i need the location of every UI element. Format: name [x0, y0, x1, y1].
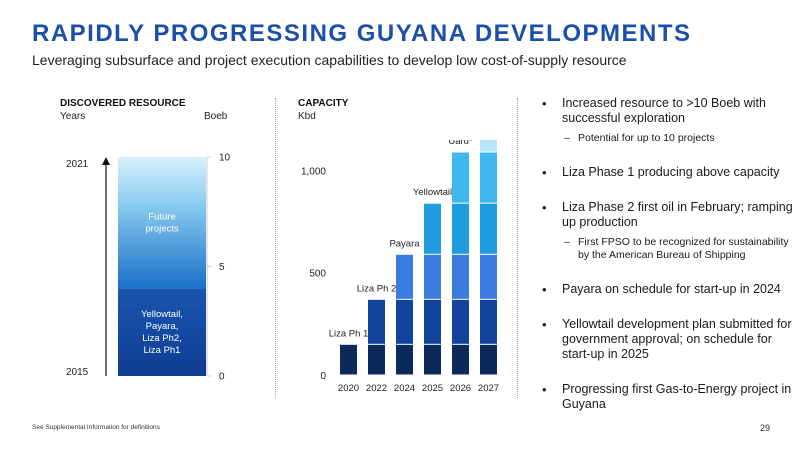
resource-year-label-bottom: 2015: [66, 367, 89, 378]
capacity-y-tick-label: 500: [309, 269, 326, 280]
bullet-item: Payara on schedule for start-up in 2024: [540, 282, 795, 297]
capacity-bar-segment: [424, 254, 441, 299]
bullet-text: Liza Phase 1 producing above capacity: [562, 165, 780, 179]
footer-note: See Supplemental Information for definit…: [32, 424, 160, 431]
resource-y-tick-label: 10: [219, 153, 231, 164]
capacity-bar-segment: [396, 254, 413, 299]
capacity-bar-segment: [424, 344, 441, 375]
capacity-bar-segment: [480, 299, 497, 344]
resource-chart-title: DISCOVERED RESOURCE: [60, 98, 186, 109]
capacity-bar-segment: [452, 299, 469, 344]
capacity-bar-segment: [452, 254, 469, 299]
page-number: 29: [760, 423, 771, 433]
divider-right: [517, 98, 518, 398]
page-title: RAPIDLY PROGRESSING GUYANA DEVELOPMENTS: [32, 20, 692, 47]
capacity-bar-segment: [480, 203, 497, 254]
capacity-y-tick-label: 0: [320, 371, 326, 382]
bullet-item: Liza Phase 1 producing above capacity: [540, 165, 795, 180]
capacity-x-tick-label: 2025: [422, 383, 443, 394]
bullet-text: Increased resource to >10 Boeb with succ…: [562, 96, 766, 125]
capacity-bar-segment: [480, 152, 497, 203]
capacity-project-label: Yellowtail: [413, 187, 452, 198]
bullet-subitem: First FPSO to be recognized for sustaina…: [540, 236, 795, 262]
capacity-bar-segment: [452, 152, 469, 203]
capacity-bar-segment: [480, 254, 497, 299]
capacity-bar-segment: [340, 344, 357, 375]
bullet-subitem: Potential for up to 10 projects: [540, 132, 795, 145]
bullet-item: Progressing first Gas-to-Energy project …: [540, 382, 795, 412]
timeline-arrowhead: [102, 157, 110, 165]
capacity-x-tick-label: 2026: [450, 383, 471, 394]
capacity-bar-segment: [424, 299, 441, 344]
resource-segment-label: Future projects: [145, 212, 179, 235]
capacity-project-label: Payara: [389, 238, 420, 249]
capacity-bar-segment: [480, 140, 497, 152]
bullet-text: Payara on schedule for start-up in 2024: [562, 282, 781, 296]
resource-bar-segment: [118, 288, 206, 376]
resource-segment-label: Yellowtail, Payara, Liza Ph2, Liza Ph1: [141, 309, 183, 356]
capacity-project-label: Uaru*: [448, 140, 473, 147]
capacity-bar-segment: [452, 203, 469, 254]
capacity-chart: 0 500 1,000 2020 Liza Ph 1 2022 Liza Ph 2 2024 P…: [301, 140, 499, 394]
bullet-text: Liza Phase 2 first oil in February; ramp…: [562, 200, 793, 229]
resource-y-tick-label: 5: [219, 262, 225, 273]
capacity-bar-segment: [452, 344, 469, 375]
capacity-bar-segment: [368, 299, 385, 344]
capacity-bar-segment: [368, 344, 385, 375]
bullet-item: Increased resource to >10 Boeb with succ…: [540, 96, 795, 126]
bullet-text: Yellowtail development plan submitted fo…: [562, 317, 792, 361]
capacity-x-tick-label: 2022: [366, 383, 387, 394]
capacity-x-tick-label: 2020: [338, 383, 359, 394]
capacity-x-tick-label: 2027: [478, 383, 499, 394]
resource-y-tick-label: 0: [219, 372, 225, 383]
capacity-y-tick-label: 1,000: [301, 166, 326, 177]
resource-chart: Yellowtail, Payara, Liza Ph2, Liza Ph1 Futur…: [102, 153, 231, 383]
capacity-bar-segment: [424, 203, 441, 254]
resource-bar-segment: [118, 157, 206, 289]
capacity-bar-segment: [396, 344, 413, 375]
capacity-ylabel: Kbd: [298, 111, 316, 122]
capacity-project-label: Liza Ph 2: [357, 283, 397, 294]
page-subtitle: Leveraging subsurface and project execut…: [32, 52, 627, 68]
divider-left: [275, 98, 276, 398]
capacity-bar-segment: [480, 344, 497, 375]
capacity-x-tick-label: 2024: [394, 383, 415, 394]
resource-ylabel: Boeb: [204, 111, 228, 122]
capacity-bar-segment: [396, 299, 413, 344]
resource-xlabel: Years: [60, 111, 86, 122]
resource-year-label-top: 2021: [66, 159, 89, 170]
bullet-list: Increased resource to >10 Boeb with succ…: [540, 96, 795, 412]
capacity-project-label: Liza Ph 1: [329, 328, 369, 339]
bullet-item: Liza Phase 2 first oil in February; ramp…: [540, 200, 795, 230]
bullet-text: Progressing first Gas-to-Energy project …: [562, 382, 792, 411]
bullet-item: Yellowtail development plan submitted fo…: [540, 317, 795, 362]
capacity-chart-title: CAPACITY: [298, 98, 349, 109]
